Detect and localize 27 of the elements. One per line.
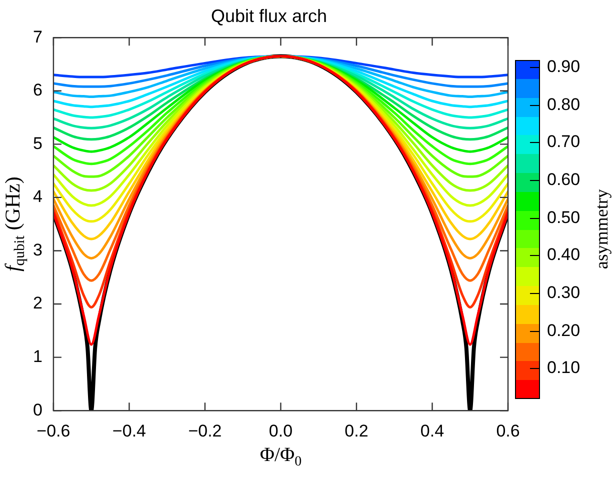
x-tick-label: 0.6 (496, 421, 520, 440)
color-bar-label: 0.90 (547, 57, 580, 78)
color-bar-label: 0.20 (547, 320, 580, 341)
y-tick-label: 3 (32, 240, 42, 260)
color-bar-label: 0.30 (547, 283, 580, 304)
y-tick-label: 4 (32, 187, 42, 206)
y-tick-label: 6 (32, 80, 42, 100)
x-tick-label: 0.0 (268, 421, 293, 440)
y-tick-label: 2 (32, 294, 42, 313)
color-bar-label: 0.40 (547, 245, 580, 266)
x-tick-label: −0.4 (112, 421, 146, 440)
chart-title: Qubit flux arch (210, 6, 328, 26)
x-tick-label: −0.6 (36, 421, 70, 440)
y-axis-title: fqubit (GHz) (0, 176, 28, 272)
color-bar-label: 0.80 (547, 94, 580, 115)
color-bar-label: 0.50 (547, 208, 580, 228)
y-tick-label: 1 (32, 347, 42, 366)
y-tick-label: 0 (32, 400, 42, 420)
x-tick-label: 0.2 (344, 421, 368, 440)
color-bar-label: 0.60 (547, 170, 580, 190)
x-tick-label: −0.2 (188, 421, 222, 440)
y-tick-label: 5 (32, 134, 42, 153)
color-bar-title: asymmetry (592, 189, 612, 270)
color-bar-label: 0.70 (547, 132, 580, 152)
x-tick-label: 0.4 (420, 421, 444, 440)
color-bar-label: 0.10 (547, 358, 580, 378)
y-tick-label: 7 (32, 27, 42, 46)
